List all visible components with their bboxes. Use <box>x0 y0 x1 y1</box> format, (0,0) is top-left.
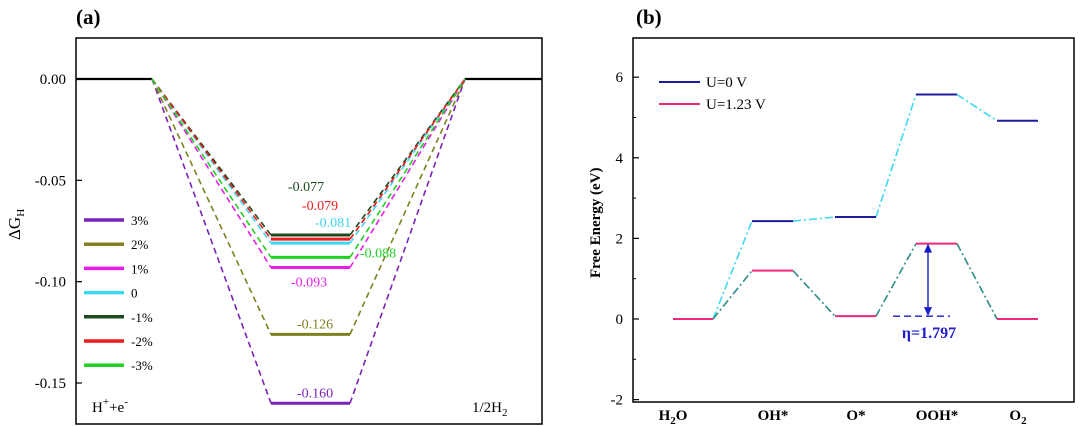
panel-a-value-label: -0.079 <box>302 199 338 214</box>
panel-a-legend-label: -3% <box>131 358 153 373</box>
panel-a-bottom-left-label: H++e- <box>92 396 128 416</box>
panel-b-connector <box>792 216 836 222</box>
panel-a-label: (a) <box>76 5 101 29</box>
panel-b-connector <box>875 94 917 218</box>
panel-a-legend-label: 1% <box>131 261 149 276</box>
panel-b-eta-arrowhead-down <box>924 307 932 317</box>
panel-a-value-label: -0.077 <box>288 180 324 195</box>
panel-a-connector-right <box>349 78 466 335</box>
panel-b-ytick-label: 4 <box>616 151 624 167</box>
panel-b-connector <box>712 220 753 320</box>
panel-b-legend-label: U=0 V <box>706 75 747 91</box>
panel-b-ytick-label: 2 <box>616 231 624 247</box>
panel-a-value-label: -0.160 <box>297 386 333 401</box>
panel-b-connector <box>956 93 998 122</box>
panel-b-xtick-label: H2O <box>659 408 688 426</box>
panel-a-connector-left <box>151 78 272 404</box>
panel-a-connector-right <box>349 78 466 268</box>
panel-a-connector-left <box>151 78 272 240</box>
panel-a-ytick-label: -0.15 <box>35 376 66 392</box>
panel-a-legend-label: 0 <box>131 286 138 301</box>
panel-a-value-label: -0.081 <box>315 216 351 231</box>
panel-a-ylabel: ΔGH <box>5 209 27 240</box>
panel-a-frame <box>75 37 543 425</box>
panel-a-legend-label: -1% <box>131 310 153 325</box>
panel-a-bottom-right-label: 1/2H2 <box>472 400 508 419</box>
panel-a-ytick-label: 0.00 <box>40 72 66 88</box>
panel-b-label: (b) <box>636 5 662 29</box>
panel-b-eta-label: η=1.797 <box>902 325 956 342</box>
panel-b-ytick-label: 6 <box>616 70 624 86</box>
panel-b-frame <box>632 37 1075 403</box>
panel-a-connector-left <box>151 78 272 258</box>
panel-a-connector-right <box>349 78 466 244</box>
panel-b-xtick-label: O2 <box>1009 408 1027 426</box>
panel-b-ytick-label: -2 <box>611 393 624 409</box>
panel-a-ytick-label: -0.10 <box>35 275 66 291</box>
panel-a-connector-right <box>349 78 466 236</box>
panel-a-connector-right <box>349 78 466 258</box>
panel-a-value-label: -0.088 <box>360 246 396 261</box>
panel-a-value-label: -0.093 <box>291 275 327 290</box>
panel-a-connector-left <box>151 78 272 268</box>
panel-a-connector-left <box>151 78 272 236</box>
panel-a-legend-label: -2% <box>131 334 153 349</box>
panel-a-connector-right <box>349 78 466 404</box>
panel-b-legend-label: U=1.23 V <box>706 97 766 113</box>
panel-a-value-label: -0.126 <box>297 317 333 332</box>
panel-b-connector <box>875 243 917 317</box>
panel-a-ytick-label: -0.05 <box>35 173 66 189</box>
panel-a-legend-label: 2% <box>131 237 149 252</box>
panel-b-connector <box>956 243 998 320</box>
panel-b-ytick-label: 0 <box>616 312 624 328</box>
panel-b-connector <box>712 270 753 320</box>
panel-b-xtick-label: OOH* <box>916 408 959 424</box>
panel-b-connector <box>792 270 836 317</box>
panel-b: (b) 6 4 2 0 -2 Free Energy (eV) H2O OH* O* OOH*… <box>588 5 1075 426</box>
panel-a-connector-right <box>349 78 466 240</box>
panel-a-legend-label: 3% <box>131 213 149 228</box>
panel-b-ylabel: Free Energy (eV) <box>588 167 604 278</box>
panel-b-xtick-label: OH* <box>758 408 789 424</box>
panel-b-xtick-label: O* <box>846 408 865 424</box>
panel-a-connector-left <box>151 78 272 335</box>
panel-b-eta-arrowhead-up <box>924 243 932 253</box>
panel-a: (a) 0.00 -0.05 -0.10 -0.15 ΔGH -0.160 -0.126… <box>5 5 543 425</box>
